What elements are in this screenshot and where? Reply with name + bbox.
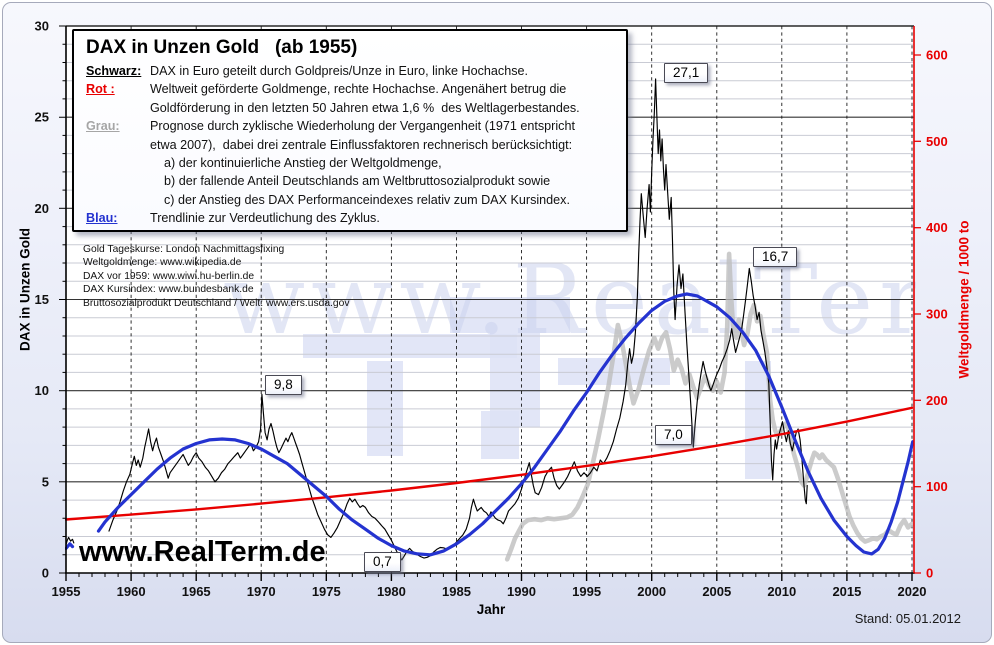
- svg-text:0: 0: [42, 566, 49, 581]
- svg-text:20: 20: [35, 201, 49, 216]
- svg-text:30: 30: [35, 19, 49, 34]
- svg-text:2020: 2020: [898, 584, 927, 599]
- svg-text:2005: 2005: [702, 584, 731, 599]
- svg-text:300: 300: [926, 307, 948, 322]
- svg-text:1995: 1995: [572, 584, 601, 599]
- svg-text:5: 5: [42, 474, 49, 489]
- svg-text:1990: 1990: [507, 584, 536, 599]
- svg-text:1965: 1965: [182, 584, 211, 599]
- svg-text:2010: 2010: [767, 584, 796, 599]
- svg-text:1985: 1985: [442, 584, 471, 599]
- svg-text:1970: 1970: [247, 584, 276, 599]
- svg-text:2015: 2015: [832, 584, 861, 599]
- svg-text:15: 15: [35, 292, 49, 307]
- svg-text:10: 10: [35, 383, 49, 398]
- svg-text:200: 200: [926, 393, 948, 408]
- svg-text:1955: 1955: [52, 584, 81, 599]
- svg-text:400: 400: [926, 220, 948, 235]
- svg-text:600: 600: [926, 48, 948, 63]
- svg-text:500: 500: [926, 134, 948, 149]
- svg-text:1960: 1960: [117, 584, 146, 599]
- svg-text:1975: 1975: [312, 584, 341, 599]
- svg-text:0: 0: [926, 566, 933, 581]
- svg-text:100: 100: [926, 479, 948, 494]
- svg-text:2000: 2000: [637, 584, 666, 599]
- svg-text:25: 25: [35, 110, 49, 125]
- svg-text:1980: 1980: [377, 584, 406, 599]
